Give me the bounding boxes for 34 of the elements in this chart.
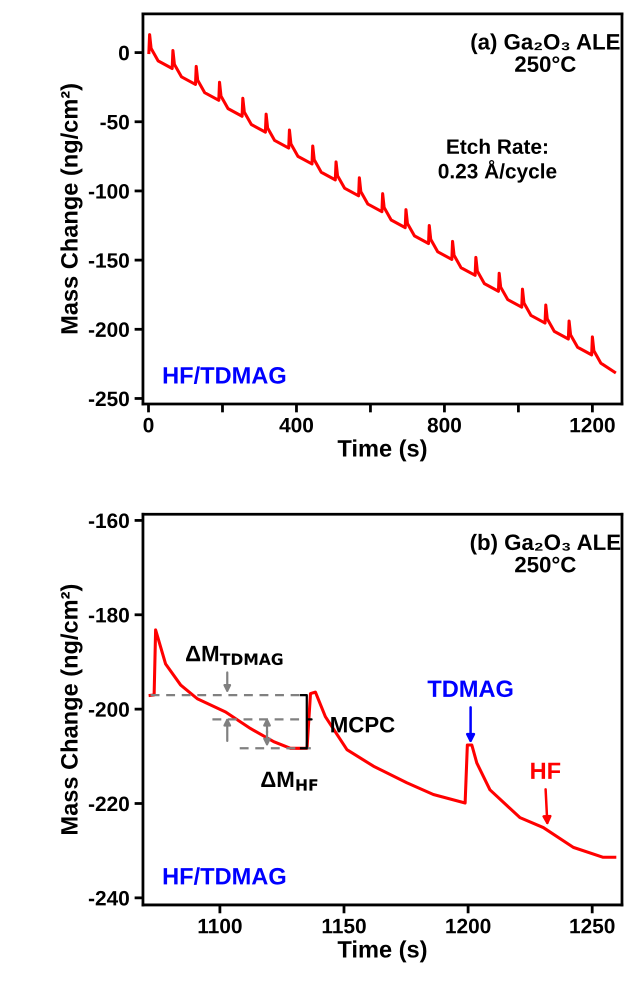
x-tick-label: 1200 [570,418,615,433]
x-tick-label: 1150 [322,918,366,934]
annotation: MCPC [331,716,395,733]
y-tick-label: -250 [88,391,129,406]
x-tick-label: 400 [279,418,313,433]
y-axis-title: Mass Change (ng/cm²) [60,584,83,834]
y-tick-label: -200 [88,322,129,338]
y-axis-title: Mass Change (ng/cm²) [60,84,83,334]
y-tick-label: -220 [88,796,129,812]
annotation: ΔM$_{TDMAG}$ [186,646,282,666]
annotation: Etch Rate: 0.23 Å/cycle [438,138,556,183]
annotation: HF/TDMAG [164,867,286,885]
y-tick-label: -100 [88,184,129,199]
x-axis-title: Time (s) [338,940,426,962]
x-tick-label: 1200 [446,918,490,934]
line-series [148,628,616,859]
annotation: (b) Ga₂O₃ ALE 250°C [470,534,620,572]
y-tick-label: -200 [88,702,129,717]
annotation: HF [531,762,560,779]
y-tick-label: -160 [88,513,129,528]
y-tick-label: -180 [88,608,129,623]
x-axis-title: Time (s) [338,439,426,462]
annotation: ΔM$_{HF}$ [261,772,318,791]
annotation: HF/TDMAG [164,366,286,384]
x-tick-label: 800 [428,418,461,433]
y-tick-label: -50 [100,114,129,130]
y-tick-label: -150 [88,253,129,268]
x-tick-label: 1100 [198,918,242,934]
y-tick-label: 0 [119,46,129,60]
y-tick-label: -240 [88,890,129,906]
x-tick-label: 1250 [570,918,615,934]
annotation: TDMAG [428,680,512,698]
annotation: (a) Ga₂O₃ ALE 250°C [471,33,620,72]
x-tick-label: 0 [144,418,154,433]
